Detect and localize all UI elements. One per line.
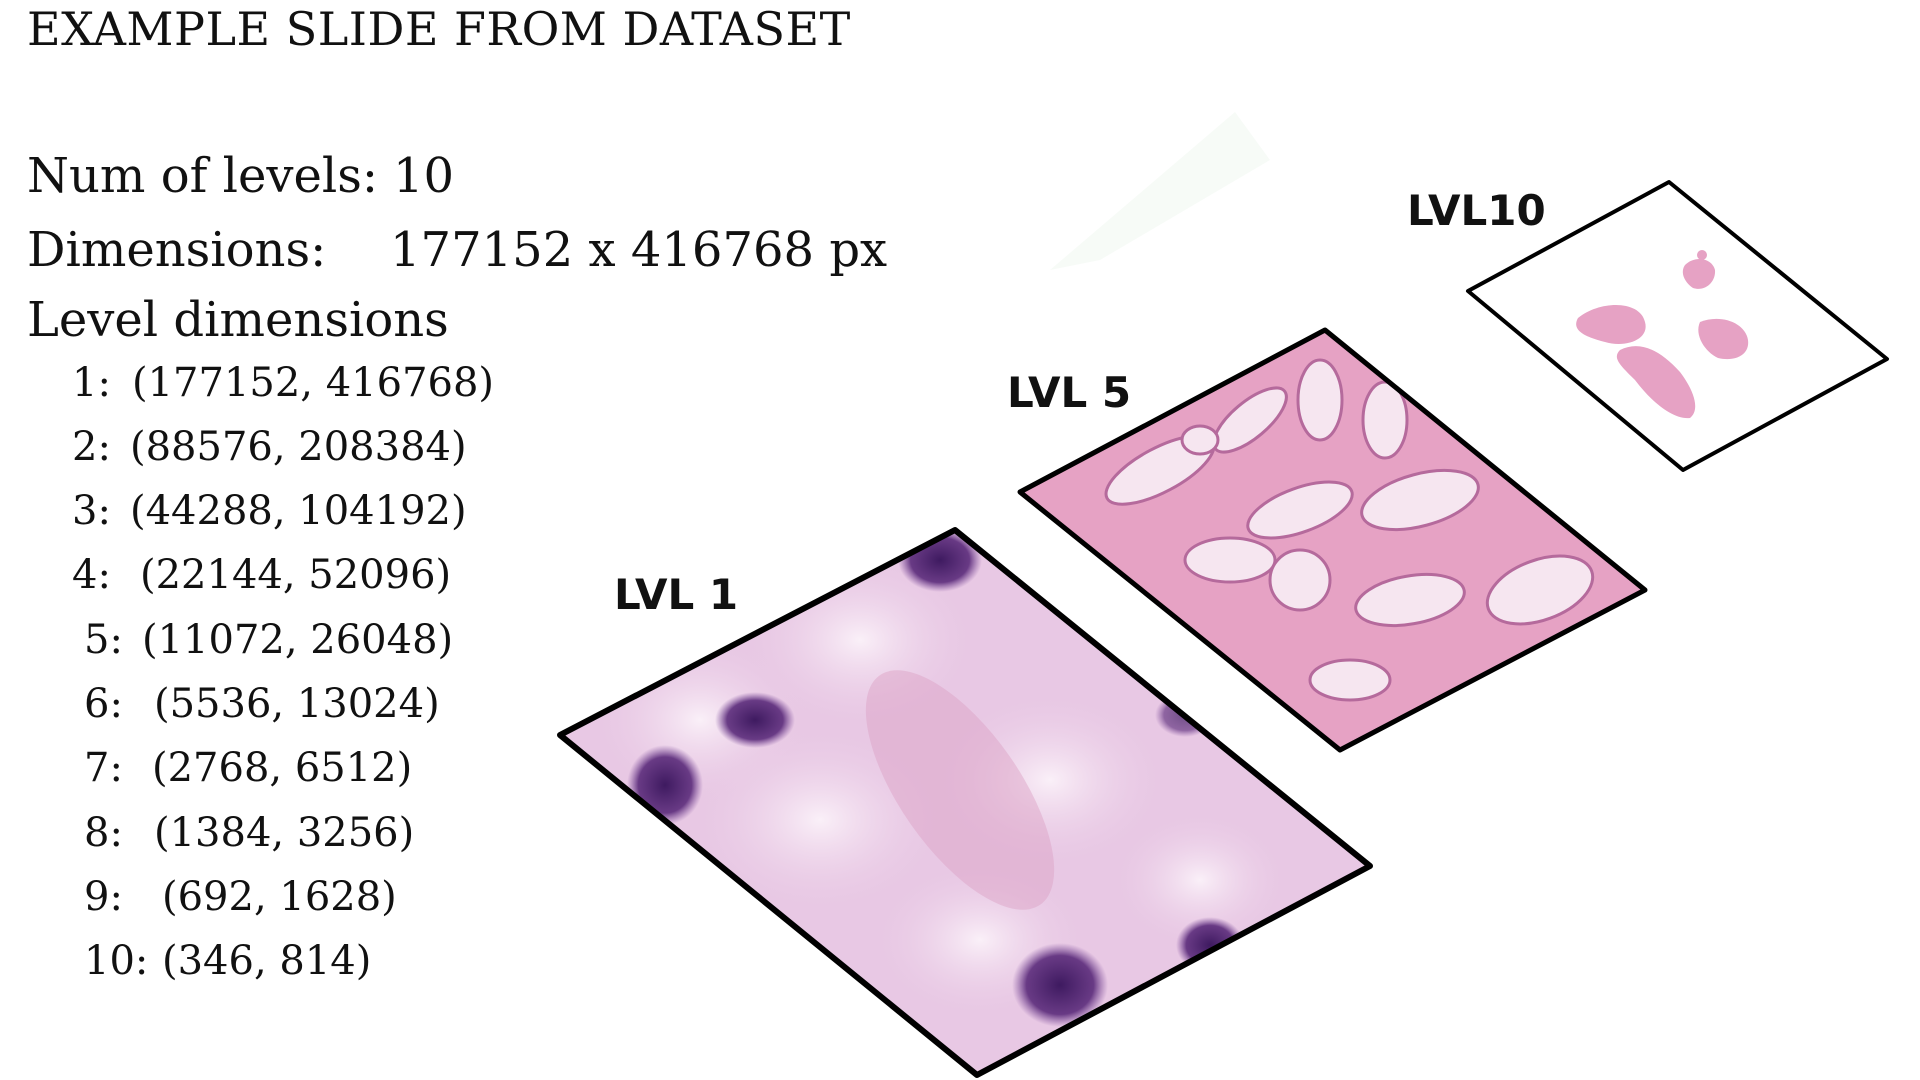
level-row: 1: (177152, 416768) — [72, 360, 494, 406]
level-dims: (44288, 104192) — [130, 488, 467, 534]
level-dims: (692, 1628) — [162, 874, 397, 920]
level-row: 6: (5536, 13024) — [84, 681, 440, 727]
level-number: 6: — [84, 681, 123, 727]
dimensions-value: 177152 x 416768 px — [390, 222, 888, 278]
level-row: 8: (1384, 3256) — [84, 810, 414, 856]
level-number: 2: — [72, 424, 111, 470]
level-number: 8: — [84, 810, 123, 856]
level-row: 4: (22144, 52096) — [72, 552, 451, 598]
level-number: 9: — [84, 874, 123, 920]
level-row: 9: (692, 1628) — [84, 874, 397, 920]
level-number: 3: — [72, 488, 111, 534]
level-row: 5: (11072, 26048) — [84, 617, 453, 663]
level-number: 5: — [84, 617, 123, 663]
level-row: 3: (44288, 104192) — [72, 488, 467, 534]
level-number: 10: — [84, 938, 149, 984]
level-row: 10: (346, 814) — [84, 938, 371, 984]
level-row: 7: (2768, 6512) — [84, 745, 412, 791]
faint-sheet-shape — [1050, 112, 1270, 270]
level-dims: (5536, 13024) — [154, 681, 440, 727]
level-dims: (346, 814) — [162, 938, 372, 984]
num-levels-label: Num of levels: — [27, 148, 379, 204]
level-dimensions-heading: Level dimensions — [27, 292, 449, 348]
dimensions-label: Dimensions: — [27, 222, 327, 278]
level-dims: (88576, 208384) — [130, 424, 467, 470]
level-dims: (1384, 3256) — [154, 810, 415, 856]
lvl5-tissue-layer — [1017, 327, 1648, 753]
level-dims: (22144, 52096) — [140, 552, 452, 598]
level-number: 4: — [72, 552, 111, 598]
level-number: 1: — [72, 360, 111, 406]
lvl10-label: LVL10 — [1407, 186, 1546, 235]
level-dims: (177152, 416768) — [132, 360, 495, 406]
lvl1-tissue-layer — [557, 527, 1373, 1078]
lvl10-thumbnail-layer — [1466, 180, 1889, 472]
lvl1-label: LVL 1 — [614, 570, 739, 619]
num-levels-value: 10 — [393, 148, 455, 204]
page-title: EXAMPLE SLIDE FROM DATASET — [27, 2, 851, 56]
level-dims: (11072, 26048) — [142, 617, 454, 663]
level-number: 7: — [84, 745, 123, 791]
level-dims: (2768, 6512) — [152, 745, 413, 791]
lvl5-label: LVL 5 — [1007, 368, 1132, 417]
level-row: 2: (88576, 208384) — [72, 424, 467, 470]
